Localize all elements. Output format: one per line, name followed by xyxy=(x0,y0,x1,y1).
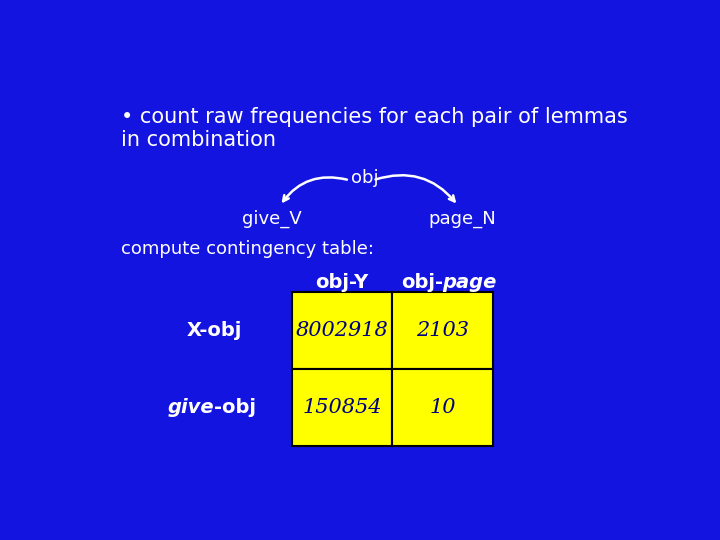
Text: page: page xyxy=(443,273,497,292)
Bar xyxy=(292,292,392,369)
Text: give_V: give_V xyxy=(242,210,302,228)
Text: 10: 10 xyxy=(429,398,456,417)
Text: -obj: -obj xyxy=(214,398,256,417)
Text: obj-: obj- xyxy=(400,273,443,292)
Text: obj-Y: obj-Y xyxy=(315,273,369,292)
Text: 150854: 150854 xyxy=(302,398,382,417)
Text: page_N: page_N xyxy=(428,210,496,227)
Text: compute contingency table:: compute contingency table: xyxy=(121,240,374,258)
Text: obj: obj xyxy=(351,168,379,187)
Text: • count raw frequencies for each pair of lemmas: • count raw frequencies for each pair of… xyxy=(121,107,628,127)
Text: in combination: in combination xyxy=(121,130,276,150)
Text: 2103: 2103 xyxy=(416,321,469,340)
Bar xyxy=(392,369,493,446)
Bar xyxy=(292,369,392,446)
Text: 8002918: 8002918 xyxy=(295,321,388,340)
Text: X-obj: X-obj xyxy=(186,321,242,340)
Bar xyxy=(392,292,493,369)
Text: give: give xyxy=(167,398,214,417)
